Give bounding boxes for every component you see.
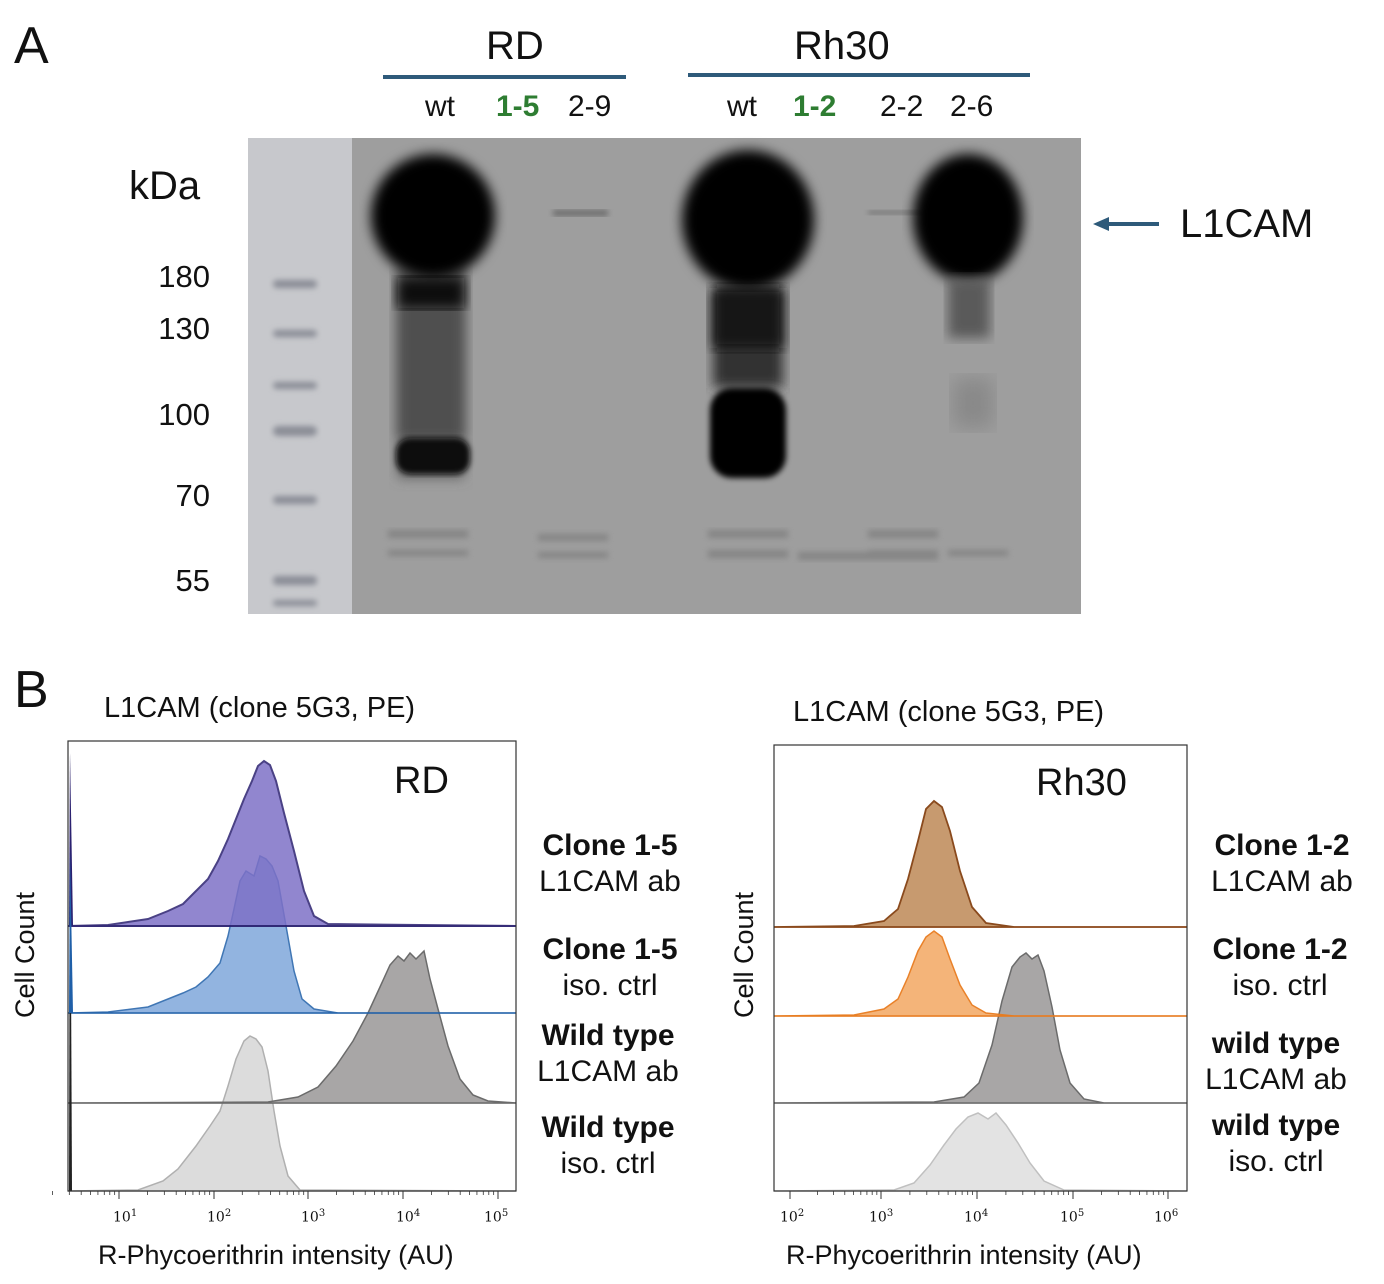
x-tick-rh30-2: 104 bbox=[964, 1208, 989, 1226]
group-label-rd: RD bbox=[486, 24, 544, 68]
x-tick-rd-0: 101 bbox=[113, 1208, 138, 1226]
histogram-rd-wt-iso bbox=[67, 1035, 517, 1192]
histogram-rh30-ko-ab bbox=[773, 799, 1187, 928]
x-tick-rd-2: 103 bbox=[301, 1208, 326, 1226]
marker-55: 55 bbox=[175, 563, 210, 598]
track-label-rd-0: Clone 1-5 L1CAM ab bbox=[539, 829, 681, 898]
track-label-rh30-1: Clone 1-2 iso. ctrl bbox=[1212, 933, 1348, 1002]
track-label-rh30-2: wild type L1CAM ab bbox=[1205, 1027, 1347, 1096]
l1cam-arrow-icon bbox=[1093, 217, 1159, 231]
histogram-rd-wt-ab bbox=[67, 949, 517, 1104]
marker-130: 130 bbox=[158, 311, 210, 346]
cell-line-label-rd: RD bbox=[394, 760, 449, 802]
x-tick-rd-3: 104 bbox=[396, 1208, 421, 1226]
x-tick-rh30-3: 105 bbox=[1060, 1208, 1085, 1226]
flow-title-rd: L1CAM (clone 5G3, PE) bbox=[104, 692, 416, 724]
lane-label-rh30-2-2: 2-2 bbox=[880, 90, 924, 123]
marker-180: 180 bbox=[158, 259, 210, 294]
x-axis-label-rh30: R-Phycoerithrin intensity (AU) bbox=[786, 1240, 1142, 1270]
track-label-rh30-0: Clone 1-2 L1CAM ab bbox=[1211, 829, 1353, 898]
flow-title-rh30: L1CAM (clone 5G3, PE) bbox=[793, 696, 1105, 728]
panel-b-letter: B bbox=[14, 661, 49, 719]
x-tick-rh30-0: 102 bbox=[780, 1208, 805, 1226]
histogram-rh30-wt-iso bbox=[773, 1111, 1188, 1192]
kda-label: kDa bbox=[129, 164, 201, 208]
track-label-rd-3: Wild type iso. ctrl bbox=[541, 1111, 675, 1180]
marker-70: 70 bbox=[175, 478, 210, 513]
histogram-rd-ko-ab bbox=[67, 759, 517, 927]
group-bar-rh30 bbox=[688, 73, 1030, 77]
group-label-rh30: Rh30 bbox=[794, 24, 890, 68]
track-label-rd-1: Clone 1-5 iso. ctrl bbox=[542, 933, 678, 1002]
group-bar-rd bbox=[383, 75, 626, 79]
lane-label-rh30-wt: wt bbox=[727, 90, 757, 123]
x-axis-label-rd: R-Phycoerithrin intensity (AU) bbox=[98, 1240, 454, 1270]
histogram-rh30-ko-iso bbox=[773, 930, 1187, 1017]
panel-a-letter: A bbox=[14, 17, 49, 75]
western-blot-image bbox=[248, 138, 1081, 614]
lane-label-rd-2-9: 2-9 bbox=[568, 90, 612, 123]
cell-line-label-rh30: Rh30 bbox=[1036, 762, 1127, 804]
track-label-rd-2: Wild type L1CAM ab bbox=[537, 1019, 679, 1088]
marker-100: 100 bbox=[158, 397, 210, 432]
x-tick-rh30-4: 106 bbox=[1154, 1208, 1179, 1226]
y-axis-label-rd: Cell Count bbox=[10, 891, 40, 1018]
lane-label-rd-wt: wt bbox=[425, 90, 455, 123]
track-label-rh30-3: wild type iso. ctrl bbox=[1211, 1109, 1341, 1178]
lane-label-rh30-2-6: 2-6 bbox=[950, 90, 994, 123]
x-tick-rh30-1: 103 bbox=[869, 1208, 894, 1226]
histogram-rh30-wt-ab bbox=[773, 952, 1187, 1104]
x-tick-rd-4: 105 bbox=[484, 1208, 509, 1226]
lane-label-rh30-1-2: 1-2 bbox=[793, 90, 837, 123]
flow-plot-rd bbox=[52, 740, 517, 1199]
x-tick-rd-1: 102 bbox=[207, 1208, 232, 1226]
l1cam-band-label: L1CAM bbox=[1180, 202, 1314, 246]
flow-plot-rh30 bbox=[773, 744, 1188, 1199]
lane-label-rd-1-5: 1-5 bbox=[496, 90, 540, 123]
y-axis-label-rh30: Cell Count bbox=[729, 891, 759, 1018]
